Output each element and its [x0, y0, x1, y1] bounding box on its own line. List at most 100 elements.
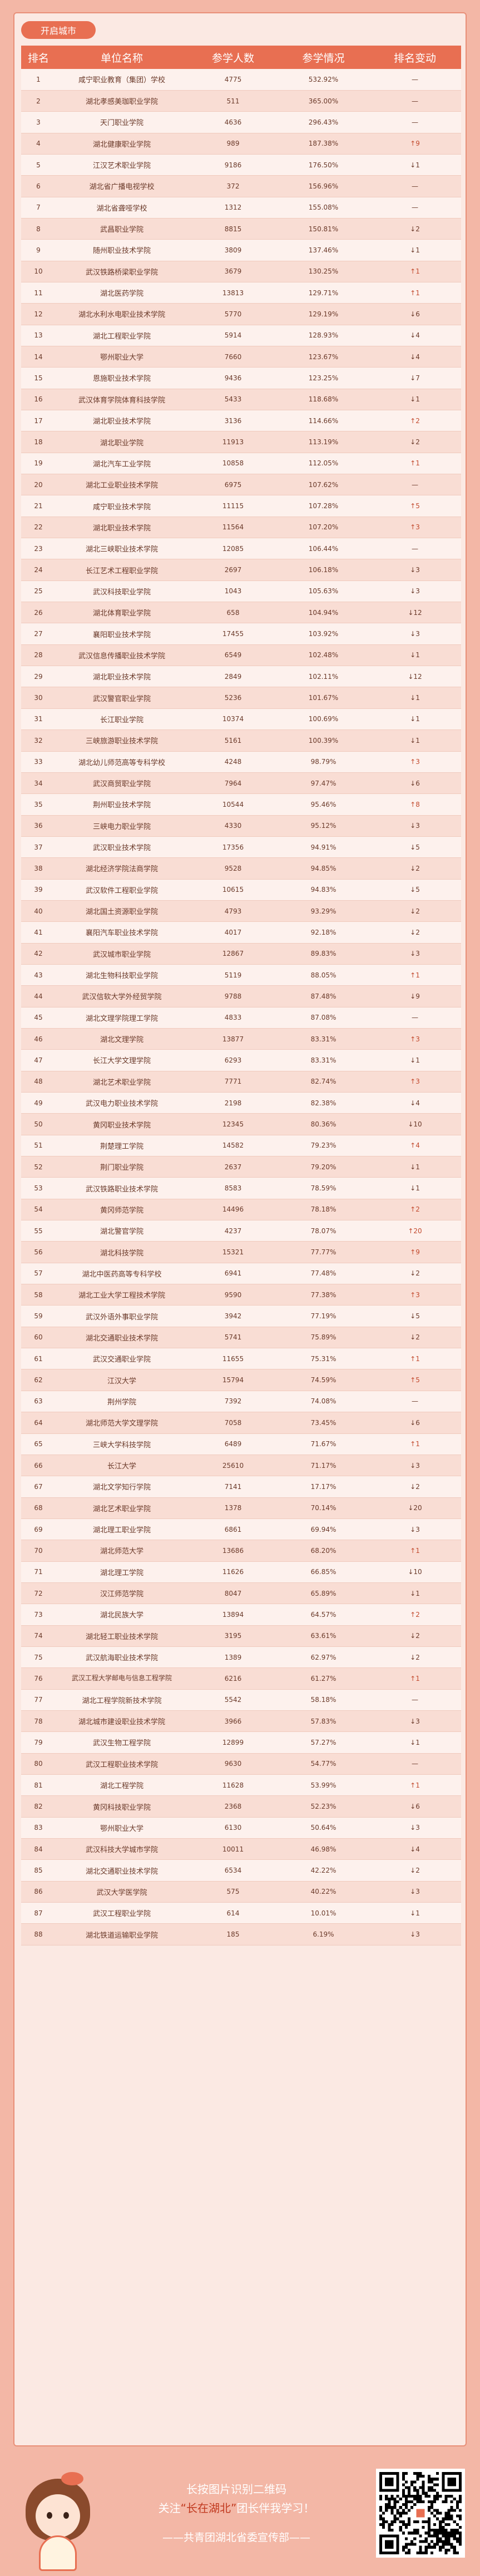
table-row: 69 湖北理工职业学院 6861 69.94% ↓3	[21, 1518, 461, 1541]
cell-rate: 101.67%	[278, 687, 369, 709]
cell-change: ↓3	[369, 1455, 461, 1477]
cell-name: 随州职业技术学院	[56, 239, 188, 261]
qr-code-icon[interactable]	[376, 2469, 465, 2558]
cell-name: 湖北警官学院	[56, 1220, 188, 1242]
cell-participants: 5770	[188, 303, 278, 325]
cell-change: ↑9	[369, 133, 461, 155]
table-row: 41 襄阳汽车职业技术学院 4017 92.18% ↓2	[21, 921, 461, 944]
cell-rate: 94.83%	[278, 879, 369, 901]
cell-name: 江汉艺术职业学院	[56, 154, 188, 176]
cell-change: ↓2	[369, 900, 461, 922]
cell-rate: 83.31%	[278, 1049, 369, 1071]
table-row: 63 荆州学院 7392 74.08% —	[21, 1391, 461, 1413]
cell-participants: 2849	[188, 666, 278, 688]
cell-rank: 11	[21, 282, 56, 304]
cell-rank: 77	[21, 1689, 56, 1711]
cell-name: 湖北经济学院法商学院	[56, 857, 188, 880]
cell-rank: 55	[21, 1220, 56, 1242]
footer-line1: 长按图片识别二维码	[186, 2483, 286, 2496]
cell-rank: 40	[21, 900, 56, 922]
cell-rank: 1	[21, 69, 56, 91]
cell-participants: 3136	[188, 410, 278, 432]
cell-name: 湖北工程职业学院	[56, 325, 188, 346]
column-header-rank: 排名	[21, 46, 56, 69]
cell-name: 湖北城市建设职业技术学院	[56, 1710, 188, 1733]
cell-rank: 54	[21, 1199, 56, 1221]
cell-name: 武汉职业技术学院	[56, 836, 188, 858]
cell-change: ↓1	[369, 1582, 461, 1605]
cell-name: 湖北健康职业学院	[56, 133, 188, 155]
cell-name: 长江大学文理学院	[56, 1049, 188, 1071]
cell-rate: 365.00%	[278, 90, 369, 112]
table-row: 49 武汉电力职业技术学院 2198 82.38% ↓4	[21, 1092, 461, 1114]
cell-rank: 27	[21, 623, 56, 645]
table-row: 38 湖北经济学院法商学院 9528 94.85% ↓2	[21, 857, 461, 880]
cell-rank: 6	[21, 175, 56, 197]
cell-rate: 42.22%	[278, 1859, 369, 1882]
table-row: 52 荆门职业学院 2637 79.20% ↓1	[21, 1156, 461, 1178]
cell-rate: 128.93%	[278, 325, 369, 346]
table-row: 7 湖北省聋哑学校 1312 155.08% —	[21, 197, 461, 219]
cell-rank: 31	[21, 708, 56, 731]
cell-rate: 296.43%	[278, 111, 369, 133]
cell-name: 汉江师范学院	[56, 1582, 188, 1605]
cell-rank: 2	[21, 90, 56, 112]
cell-rank: 25	[21, 580, 56, 603]
table-row: 19 湖北汽车工业学院 10858 112.05% ↑1	[21, 453, 461, 475]
cell-participants: 989	[188, 133, 278, 155]
cell-rate: 68.20%	[278, 1540, 369, 1562]
cell-rank: 84	[21, 1838, 56, 1860]
cell-rate: 89.83%	[278, 943, 369, 965]
table-row: 33 湖北幼儿师范高等专科学校 4248 98.79% ↑3	[21, 751, 461, 773]
cell-change: —	[369, 538, 461, 560]
cell-rank: 59	[21, 1305, 56, 1327]
table-row: 25 武汉科技职业学院 1043 105.63% ↓3	[21, 580, 461, 603]
table-row: 72 汉江师范学院 8047 65.89% ↓1	[21, 1582, 461, 1605]
cell-change: ↑2	[369, 1199, 461, 1221]
table-row: 9 随州职业技术学院 3809 137.46% ↓1	[21, 239, 461, 261]
cell-name: 武昌职业学院	[56, 218, 188, 240]
cell-change: ↑8	[369, 793, 461, 816]
cell-rate: 130.25%	[278, 261, 369, 282]
cell-rank: 53	[21, 1177, 56, 1199]
cell-name: 湖北工程学院新技术学院	[56, 1689, 188, 1711]
cell-name: 武汉软件工程职业学院	[56, 879, 188, 901]
cell-name: 三峡大学科技学院	[56, 1433, 188, 1455]
cell-participants: 15794	[188, 1369, 278, 1391]
cell-participants: 372	[188, 175, 278, 197]
cell-participants: 15321	[188, 1241, 278, 1263]
cell-rank: 85	[21, 1859, 56, 1882]
cell-rate: 64.57%	[278, 1604, 369, 1626]
cell-rank: 64	[21, 1412, 56, 1434]
cell-name: 湖北理工职业学院	[56, 1518, 188, 1541]
table-row: 37 武汉职业技术学院 17356 94.91% ↓5	[21, 836, 461, 858]
column-header-change: 排名变动	[369, 46, 461, 69]
cell-participants: 6534	[188, 1859, 278, 1882]
cell-name: 湖北理工学院	[56, 1561, 188, 1583]
table-row: 22 湖北职业技术学院 11564 107.20% ↑3	[21, 517, 461, 539]
cell-name: 武汉科技大学城市学院	[56, 1838, 188, 1860]
cell-change: ↓1	[369, 389, 461, 411]
cell-rank: 8	[21, 218, 56, 240]
table-row: 79 武汉生物工程学院 12899 57.27% ↓1	[21, 1731, 461, 1754]
cell-rate: 65.89%	[278, 1582, 369, 1605]
cell-change: ↓2	[369, 857, 461, 880]
cell-participants: 511	[188, 90, 278, 112]
cell-rate: 80.36%	[278, 1113, 369, 1135]
cell-rate: 57.83%	[278, 1710, 369, 1733]
cell-rank: 14	[21, 346, 56, 368]
cell-name: 武汉铁路职业技术学院	[56, 1177, 188, 1199]
table-row: 88 湖北铁道运输职业学院 185 6.19% ↓3	[21, 1923, 461, 1945]
cell-rate: 107.62%	[278, 474, 369, 496]
cell-change: ↓1	[369, 1049, 461, 1071]
table-row: 60 湖北交通职业技术学院 5741 75.89% ↓2	[21, 1327, 461, 1349]
cell-rate: 92.18%	[278, 921, 369, 944]
cell-name: 湖北职业学院	[56, 431, 188, 453]
cell-change: ↑1	[369, 453, 461, 475]
cell-name: 武汉体育学院体育科技学院	[56, 389, 188, 411]
cell-change: ↓1	[369, 708, 461, 731]
table-row: 81 湖北工程学院 11628 53.99% ↑1	[21, 1774, 461, 1796]
cell-change: ↓3	[369, 1817, 461, 1839]
cell-rank: 47	[21, 1049, 56, 1071]
